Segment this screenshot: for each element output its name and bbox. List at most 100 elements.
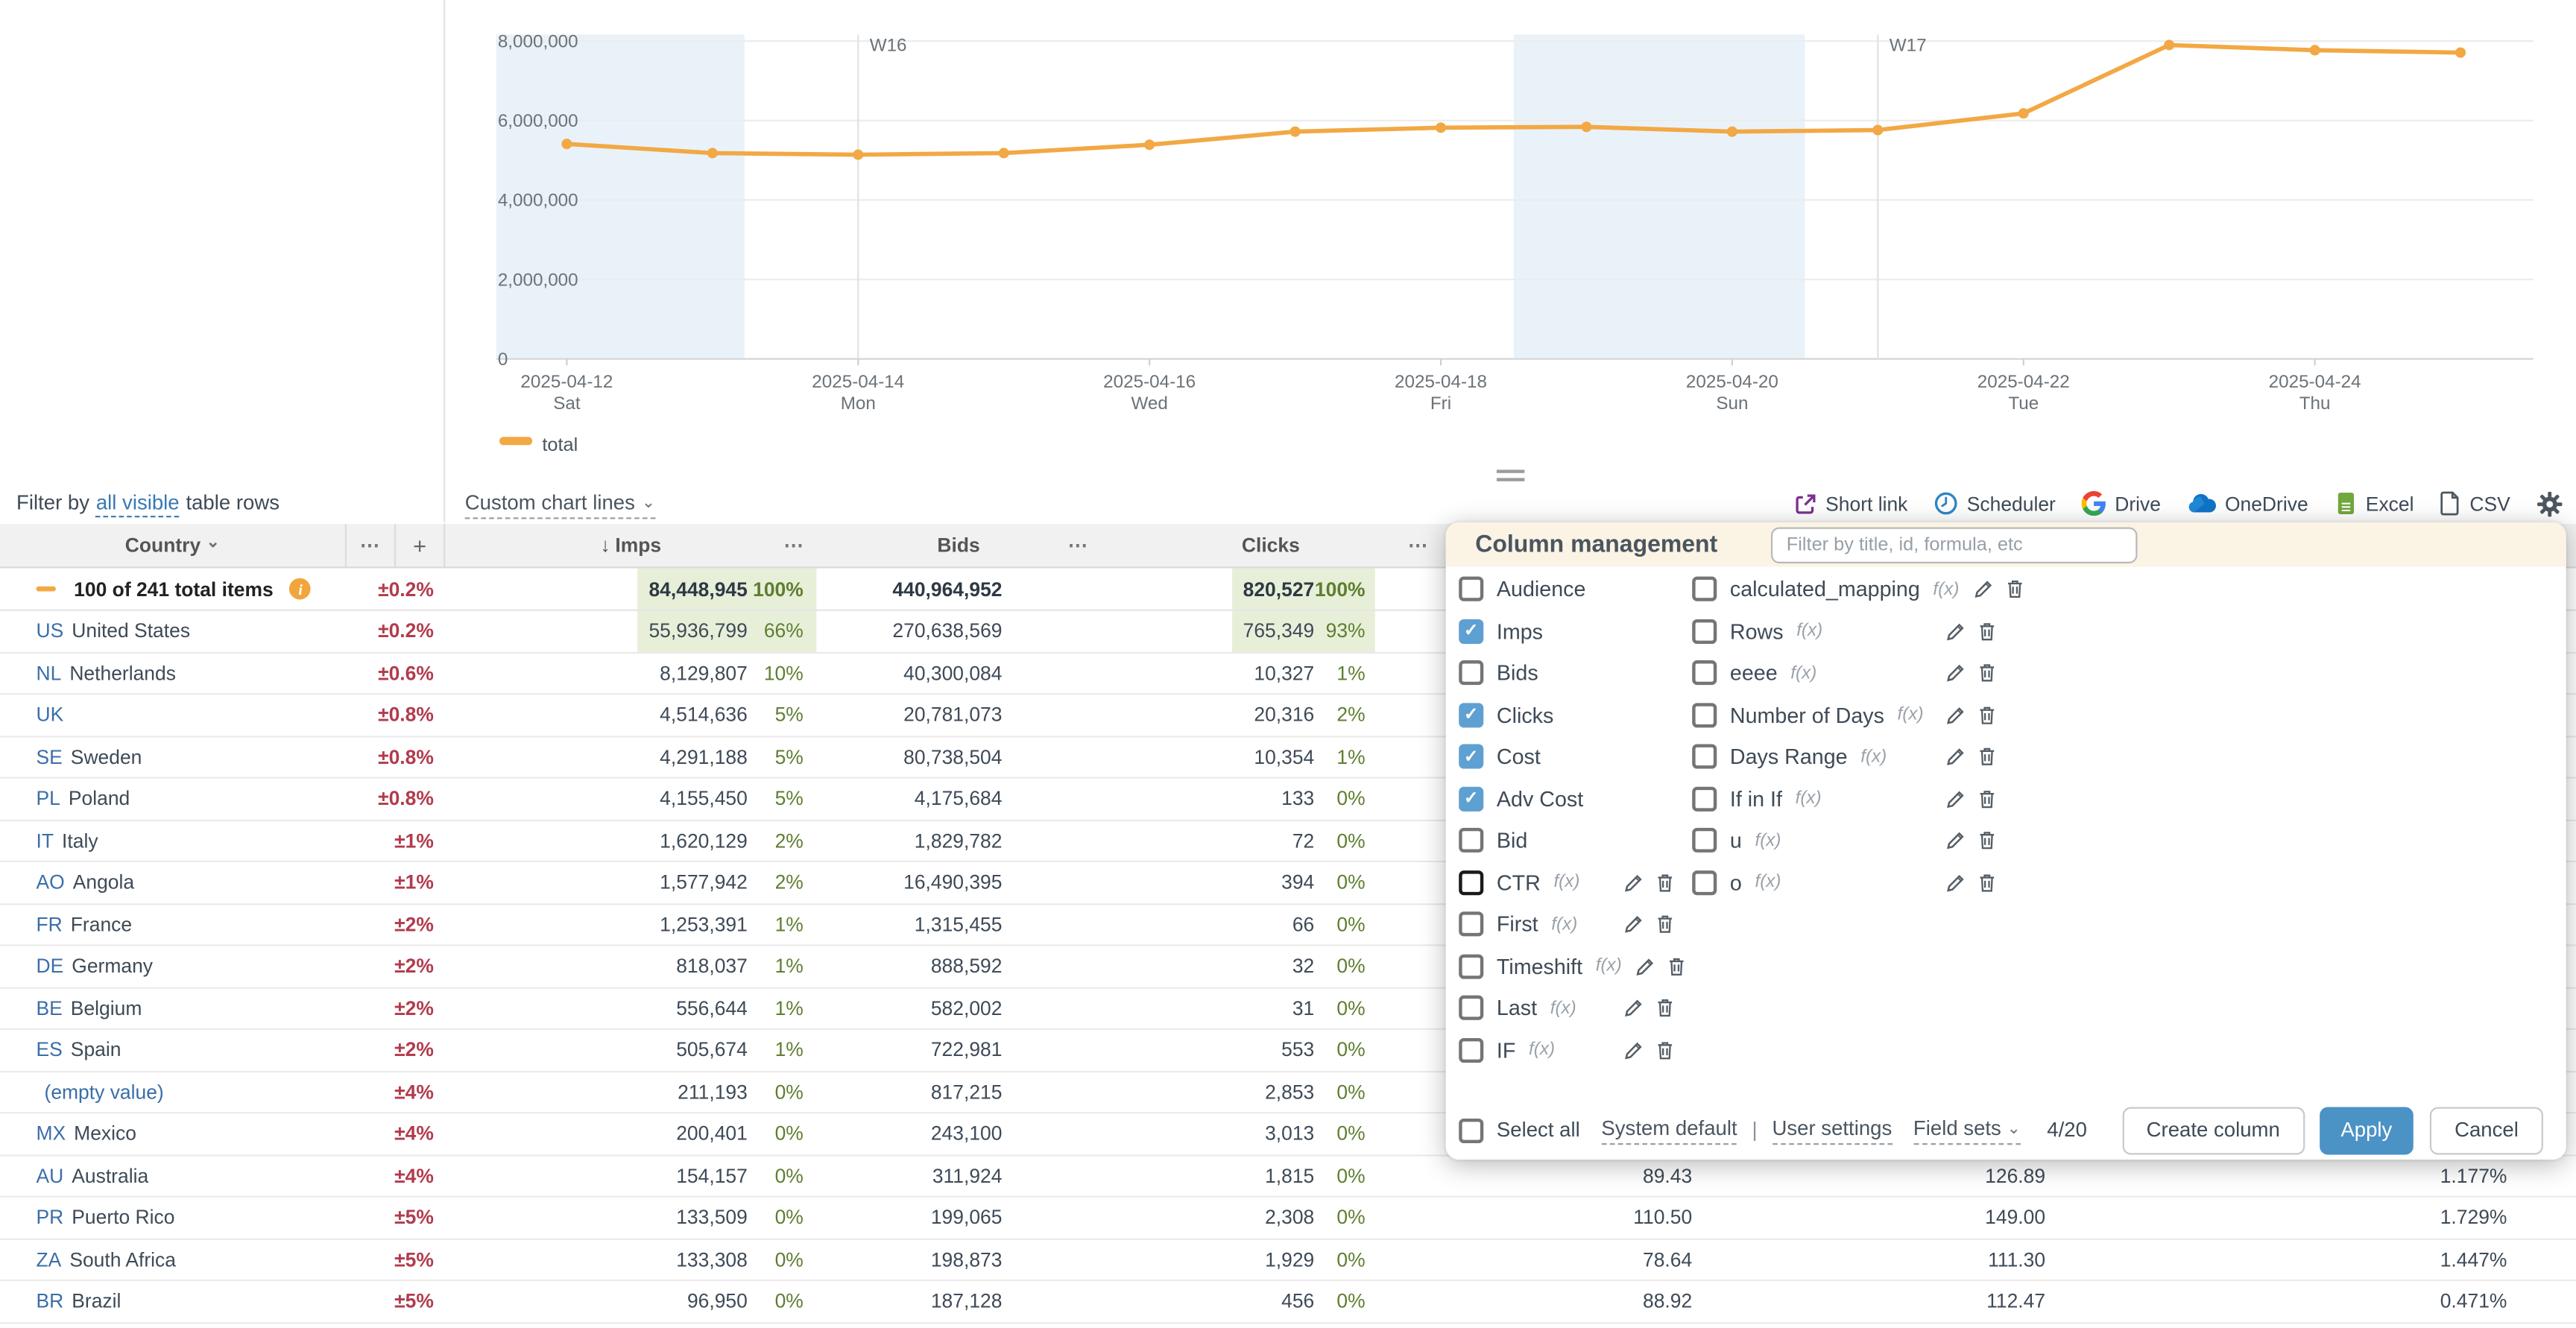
- edit-pencil-icon[interactable]: [1945, 872, 1967, 894]
- country-code[interactable]: IT: [36, 829, 54, 853]
- bids-column-header[interactable]: Bids ⋯: [937, 533, 1090, 557]
- checkbox-icon[interactable]: [1459, 744, 1484, 770]
- delete-trash-icon[interactable]: [1977, 663, 1998, 684]
- clicks-column-header[interactable]: Clicks ⋯: [1241, 533, 1430, 557]
- country-code[interactable]: AO: [36, 870, 65, 894]
- settings-gear-button[interactable]: [2536, 490, 2563, 516]
- column-toggle-item[interactable]: Imps f(x): [1459, 610, 1676, 652]
- column-toggle-item[interactable]: IF f(x): [1459, 1029, 1676, 1071]
- edit-pencil-icon[interactable]: [1623, 914, 1645, 935]
- checkbox-icon[interactable]: [1459, 786, 1484, 812]
- edit-pencil-icon[interactable]: [1945, 663, 1967, 684]
- delete-trash-icon[interactable]: [1666, 955, 1688, 977]
- all-visible-link[interactable]: all visible: [95, 491, 180, 518]
- country-menu-button[interactable]: ⋯: [344, 522, 394, 567]
- imps-column-header[interactable]: ↓ Imps ⋯: [443, 522, 816, 567]
- checkbox-icon[interactable]: [1459, 660, 1484, 686]
- bids-menu-button[interactable]: ⋯: [1067, 533, 1090, 557]
- country-code[interactable]: BR: [36, 1289, 64, 1313]
- edit-pencil-icon[interactable]: [1945, 621, 1967, 642]
- checkbox-icon[interactable]: [1692, 828, 1717, 853]
- country-code[interactable]: DE: [36, 955, 64, 978]
- checkbox-icon[interactable]: [1459, 870, 1484, 895]
- select-all-label[interactable]: Select all: [1496, 1119, 1580, 1142]
- checkbox-icon[interactable]: [1459, 577, 1484, 602]
- edit-pencil-icon[interactable]: [1635, 955, 1656, 977]
- user-settings-link[interactable]: User settings: [1772, 1116, 1892, 1145]
- column-toggle-item[interactable]: Bids f(x): [1459, 652, 1676, 694]
- column-toggle-item[interactable]: First f(x): [1459, 903, 1676, 945]
- column-toggle-item[interactable]: Bid f(x): [1459, 820, 1676, 861]
- country-code[interactable]: UK: [36, 703, 64, 727]
- checkbox-icon[interactable]: [1459, 911, 1484, 937]
- column-toggle-item[interactable]: calculated_mapping f(x): [1692, 569, 2021, 610]
- edit-pencil-icon[interactable]: [1945, 788, 1967, 809]
- column-toggle-item[interactable]: o f(x): [1692, 861, 1998, 903]
- column-toggle-item[interactable]: eeee f(x): [1692, 652, 1998, 694]
- field-sets-dropdown[interactable]: Field sets ⌄: [1913, 1116, 2021, 1145]
- cancel-button[interactable]: Cancel: [2430, 1106, 2543, 1154]
- create-column-button[interactable]: Create column: [2121, 1106, 2305, 1154]
- checkbox-icon[interactable]: [1692, 744, 1717, 770]
- country-code[interactable]: ES: [36, 1038, 63, 1062]
- checkbox-icon[interactable]: [1692, 577, 1717, 602]
- country-code[interactable]: PL: [36, 787, 60, 811]
- delete-trash-icon[interactable]: [1977, 746, 1998, 768]
- custom-chart-lines-dropdown[interactable]: Custom chart lines ⌄: [464, 491, 656, 519]
- clicks-menu-button[interactable]: ⋯: [1407, 533, 1430, 557]
- checkbox-icon[interactable]: [1692, 786, 1717, 812]
- country-code[interactable]: PR: [36, 1206, 64, 1230]
- country-code[interactable]: MX: [36, 1122, 66, 1145]
- edit-pencil-icon[interactable]: [1623, 997, 1645, 1019]
- checkbox-icon[interactable]: [1459, 702, 1484, 727]
- edit-pencil-icon[interactable]: [1945, 746, 1967, 768]
- imps-menu-button[interactable]: ⋯: [783, 533, 805, 557]
- delete-trash-icon[interactable]: [1655, 1040, 1676, 1061]
- delete-trash-icon[interactable]: [1977, 621, 1998, 642]
- checkbox-icon[interactable]: [1459, 954, 1484, 979]
- info-icon[interactable]: i: [289, 578, 312, 600]
- delete-trash-icon[interactable]: [1655, 914, 1676, 935]
- delete-trash-icon[interactable]: [1977, 704, 1998, 726]
- checkbox-icon[interactable]: [1459, 1037, 1484, 1063]
- country-code[interactable]: NL: [36, 661, 62, 685]
- scheduler-button[interactable]: Scheduler: [1934, 492, 2056, 516]
- column-toggle-item[interactable]: Days Range f(x): [1692, 736, 1998, 777]
- country-code[interactable]: SE: [36, 745, 63, 768]
- short-link-button[interactable]: Short link: [1794, 493, 1907, 516]
- column-toggle-item[interactable]: If in If f(x): [1692, 778, 1998, 820]
- column-toggle-item[interactable]: Audience f(x): [1459, 569, 1676, 610]
- select-all-checkbox[interactable]: [1459, 1118, 1484, 1143]
- column-toggle-item[interactable]: u f(x): [1692, 820, 1998, 861]
- column-toggle-item[interactable]: Clicks f(x): [1459, 694, 1676, 736]
- edit-pencil-icon[interactable]: [1623, 1040, 1645, 1061]
- onedrive-button[interactable]: OneDrive: [2187, 493, 2308, 516]
- checkbox-icon[interactable]: [1459, 828, 1484, 853]
- google-drive-button[interactable]: Drive: [2082, 491, 2161, 516]
- edit-pencil-icon[interactable]: [1972, 578, 1994, 600]
- edit-pencil-icon[interactable]: [1623, 872, 1645, 894]
- column-toggle-item[interactable]: Last f(x): [1459, 987, 1676, 1029]
- column-filter-input[interactable]: [1771, 526, 2138, 563]
- column-toggle-item[interactable]: CTR f(x): [1459, 861, 1676, 903]
- country-column-header[interactable]: Country ⌄: [124, 533, 221, 557]
- edit-pencil-icon[interactable]: [1945, 830, 1967, 852]
- column-toggle-item[interactable]: Number of Days f(x): [1692, 694, 1998, 736]
- country-code[interactable]: ZA: [36, 1248, 62, 1271]
- checkbox-icon[interactable]: [1459, 996, 1484, 1021]
- csv-export-button[interactable]: CSV: [2440, 492, 2510, 516]
- column-toggle-item[interactable]: Adv Cost f(x): [1459, 778, 1676, 820]
- delete-trash-icon[interactable]: [2004, 578, 2025, 600]
- column-toggle-item[interactable]: Timeshift f(x): [1459, 945, 1684, 987]
- country-code[interactable]: FR: [36, 912, 63, 936]
- add-column-button[interactable]: +: [394, 522, 443, 567]
- excel-export-button[interactable]: Excel: [2334, 492, 2414, 516]
- checkbox-icon[interactable]: [1459, 619, 1484, 644]
- edit-pencil-icon[interactable]: [1945, 704, 1967, 726]
- checkbox-icon[interactable]: [1692, 702, 1717, 727]
- column-toggle-item[interactable]: Rows f(x): [1692, 610, 1998, 652]
- checkbox-icon[interactable]: [1692, 870, 1717, 895]
- checkbox-icon[interactable]: [1692, 660, 1717, 686]
- country-code[interactable]: AU: [36, 1164, 64, 1187]
- checkbox-icon[interactable]: [1692, 619, 1717, 644]
